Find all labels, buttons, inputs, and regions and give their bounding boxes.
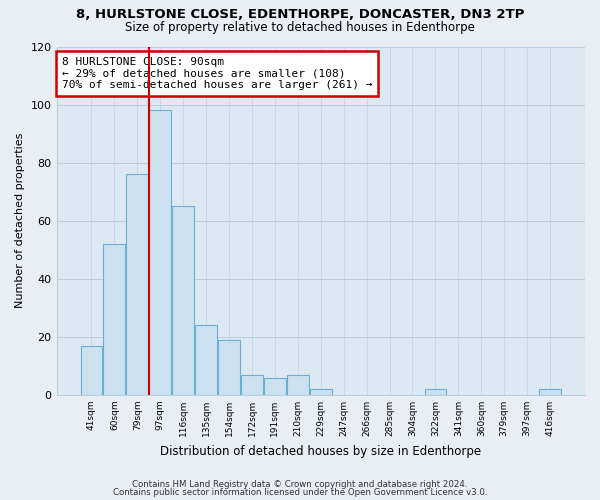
Y-axis label: Number of detached properties: Number of detached properties (15, 133, 25, 308)
Bar (287, 374, 309, 395)
Text: Contains public sector information licensed under the Open Government Licence v3: Contains public sector information licen… (113, 488, 487, 497)
Bar (149, 110, 171, 395)
Bar (195, 325, 217, 395)
Bar (539, 389, 561, 395)
Text: Contains HM Land Registry data © Crown copyright and database right 2024.: Contains HM Land Registry data © Crown c… (132, 480, 468, 489)
Text: Size of property relative to detached houses in Edenthorpe: Size of property relative to detached ho… (125, 21, 475, 34)
Bar (127, 174, 148, 395)
Bar (103, 244, 125, 395)
Bar (172, 206, 194, 395)
Bar (80, 346, 103, 395)
Bar (264, 378, 286, 395)
Bar (218, 340, 240, 395)
Bar (425, 389, 446, 395)
Text: 8, HURLSTONE CLOSE, EDENTHORPE, DONCASTER, DN3 2TP: 8, HURLSTONE CLOSE, EDENTHORPE, DONCASTE… (76, 8, 524, 20)
Bar (310, 389, 332, 395)
Text: 8 HURLSTONE CLOSE: 90sqm
← 29% of detached houses are smaller (108)
70% of semi-: 8 HURLSTONE CLOSE: 90sqm ← 29% of detach… (62, 57, 373, 90)
Bar (241, 374, 263, 395)
X-axis label: Distribution of detached houses by size in Edenthorpe: Distribution of detached houses by size … (160, 444, 481, 458)
